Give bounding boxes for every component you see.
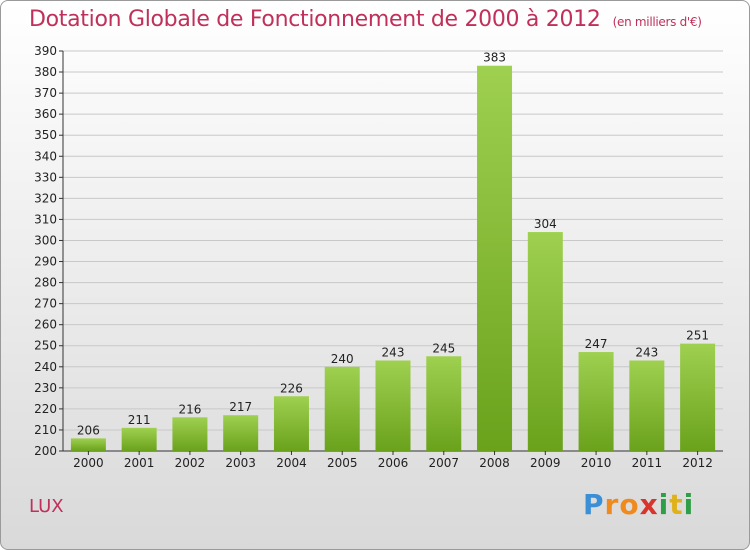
logo-letter: i xyxy=(683,488,695,521)
x-tick-label: 2000 xyxy=(73,456,104,470)
bar xyxy=(578,352,614,451)
chart-title-text: Dotation Globale de Fonctionnement de 20… xyxy=(29,7,601,32)
logo-letter: P xyxy=(583,488,605,521)
bar xyxy=(172,417,208,451)
y-tick-label: 300 xyxy=(34,233,57,247)
data-label: 243 xyxy=(635,345,658,359)
data-label: 247 xyxy=(585,337,608,351)
y-tick-label: 350 xyxy=(34,128,57,142)
bar xyxy=(223,415,259,451)
y-tick-label: 200 xyxy=(34,444,57,458)
axes: 200 210 220 230 240 250 260 270 280 290 300 310 320 3… xyxy=(34,44,723,470)
x-tick-label: 2009 xyxy=(530,456,561,470)
x-tick-label: 2001 xyxy=(124,456,155,470)
y-tick-label: 290 xyxy=(34,255,57,269)
data-label: 216 xyxy=(178,402,201,416)
y-tick-label: 320 xyxy=(34,191,57,205)
data-label: 206 xyxy=(77,423,100,437)
x-tick-label: 2010 xyxy=(581,456,612,470)
bar xyxy=(375,360,411,451)
y-tick-label: 340 xyxy=(34,149,57,163)
y-tick-label: 230 xyxy=(34,381,57,395)
y-tick-label: 220 xyxy=(34,402,57,416)
proxiti-logo: Proxiti xyxy=(583,488,694,521)
x-tick-label: 2004 xyxy=(276,456,307,470)
y-tick-label: 260 xyxy=(34,318,57,332)
y-tick-label: 250 xyxy=(34,339,57,353)
bar xyxy=(324,366,360,451)
data-label: 211 xyxy=(128,413,151,427)
bar xyxy=(680,343,716,451)
data-labels: 206 211 216 217 226 240 243 245 383 304 247 243 251 xyxy=(77,51,709,438)
y-tick-label: 380 xyxy=(34,65,57,79)
y-tick-label: 240 xyxy=(34,360,57,374)
y-tick-label: 270 xyxy=(34,297,57,311)
bar xyxy=(477,65,513,451)
bar xyxy=(527,232,563,451)
data-label: 243 xyxy=(382,345,405,359)
data-label: 383 xyxy=(483,51,506,65)
chart-title: Dotation Globale de Fonctionnement de 20… xyxy=(29,7,702,32)
data-label: 217 xyxy=(229,400,252,414)
x-tick-label: 2002 xyxy=(175,456,206,470)
data-label: 245 xyxy=(432,341,455,355)
x-tick-label: 2008 xyxy=(479,456,510,470)
bars xyxy=(70,65,716,451)
bar xyxy=(273,396,309,451)
x-tick-label: 2012 xyxy=(682,456,713,470)
bar xyxy=(426,356,462,451)
data-label: 226 xyxy=(280,381,303,395)
bar xyxy=(629,360,665,451)
logo-letter: x xyxy=(639,488,659,521)
y-tick-label: 210 xyxy=(34,423,57,437)
x-tick-label: 2003 xyxy=(225,456,256,470)
x-tick-label: 2005 xyxy=(327,456,358,470)
x-tick-label: 2007 xyxy=(428,456,459,470)
data-label: 251 xyxy=(686,329,709,343)
y-tick-label: 390 xyxy=(34,44,57,58)
logo-letter: o xyxy=(619,488,640,521)
data-label: 240 xyxy=(331,352,354,366)
logo-letter: i xyxy=(658,488,670,521)
y-tick-label: 310 xyxy=(34,212,57,226)
bar xyxy=(70,438,106,451)
y-tick-label: 280 xyxy=(34,276,57,290)
y-tick-label: 370 xyxy=(34,86,57,100)
bar xyxy=(121,427,157,451)
place-name: LUX xyxy=(29,496,64,517)
logo-letter: t xyxy=(669,488,684,521)
logo-letter: r xyxy=(604,488,620,521)
x-tick-label: 2006 xyxy=(378,456,409,470)
y-tick-label: 330 xyxy=(34,170,57,184)
x-tick-label: 2011 xyxy=(632,456,663,470)
data-label: 304 xyxy=(534,217,557,231)
chart-subtitle: (en milliers d'€) xyxy=(612,15,702,29)
y-tick-label: 360 xyxy=(34,107,57,121)
